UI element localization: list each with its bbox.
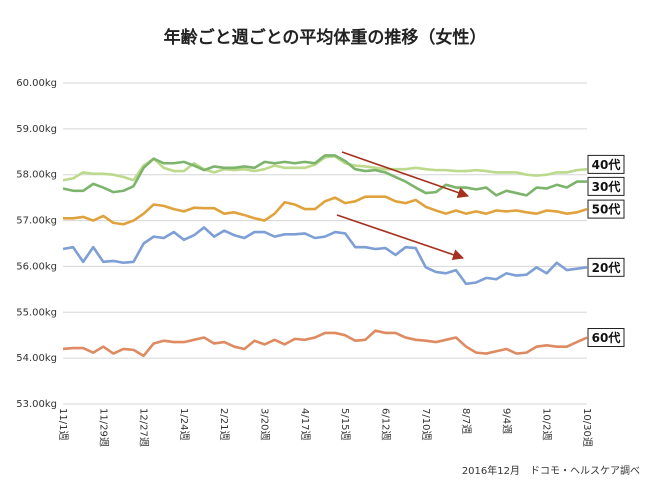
legend-label: 60代 — [592, 330, 621, 345]
x-tick-label: 6/12週 — [379, 408, 391, 440]
x-tick-label: 11/29週 — [97, 408, 109, 447]
y-tick-label: 53.00kg — [16, 399, 57, 410]
series-line — [62, 226, 588, 286]
series-line — [62, 155, 588, 182]
series-line — [63, 195, 588, 226]
x-tick-label: 10/30週 — [581, 408, 593, 447]
trend-arrow — [341, 151, 470, 198]
legend-box — [587, 257, 625, 277]
source-note: 2016年12月 ドコモ・ヘルスケア調べ — [462, 464, 640, 477]
legend-label: 50代 — [592, 202, 621, 217]
y-tick-label: 58.00kg — [16, 170, 57, 181]
y-tick-label: 60.00kg — [16, 78, 57, 89]
legend-box — [587, 176, 625, 196]
y-tick-label: 59.00kg — [16, 124, 57, 135]
y-tick-label: 55.00kg — [16, 307, 57, 318]
x-tick-label: 5/15週 — [339, 408, 351, 440]
x-tick-label: 2/21週 — [218, 408, 230, 440]
x-tick-label: 1/24週 — [178, 408, 190, 440]
x-tick-label: 10/2週 — [541, 408, 553, 440]
chart-title: 年齢ごと週ごとの平均体重の推移（女性） — [164, 27, 487, 48]
legend-label: 40代 — [592, 157, 621, 172]
legend-box — [587, 328, 625, 348]
y-tick-label: 57.00kg — [16, 216, 57, 227]
legend-box — [587, 199, 625, 219]
x-tick-label: 4/17週 — [299, 408, 311, 440]
legend-box — [587, 154, 625, 174]
series-line — [62, 154, 587, 197]
x-tick-label: 7/10週 — [420, 408, 432, 440]
legend-label: 20代 — [592, 260, 621, 275]
plot-area — [62, 154, 588, 358]
x-tick-label: 12/27週 — [138, 408, 150, 447]
y-tick-label: 56.00kg — [16, 261, 57, 272]
y-tick-label: 54.00kg — [16, 353, 57, 364]
trend-arrow — [336, 214, 465, 261]
x-tick-label: 8/7週 — [460, 408, 472, 434]
series-line — [62, 329, 588, 358]
x-tick-label: 9/4週 — [500, 408, 512, 434]
x-tick-label: 3/20週 — [259, 408, 271, 440]
legend-label: 30代 — [592, 179, 621, 194]
x-tick-label: 11/1週 — [57, 408, 69, 440]
